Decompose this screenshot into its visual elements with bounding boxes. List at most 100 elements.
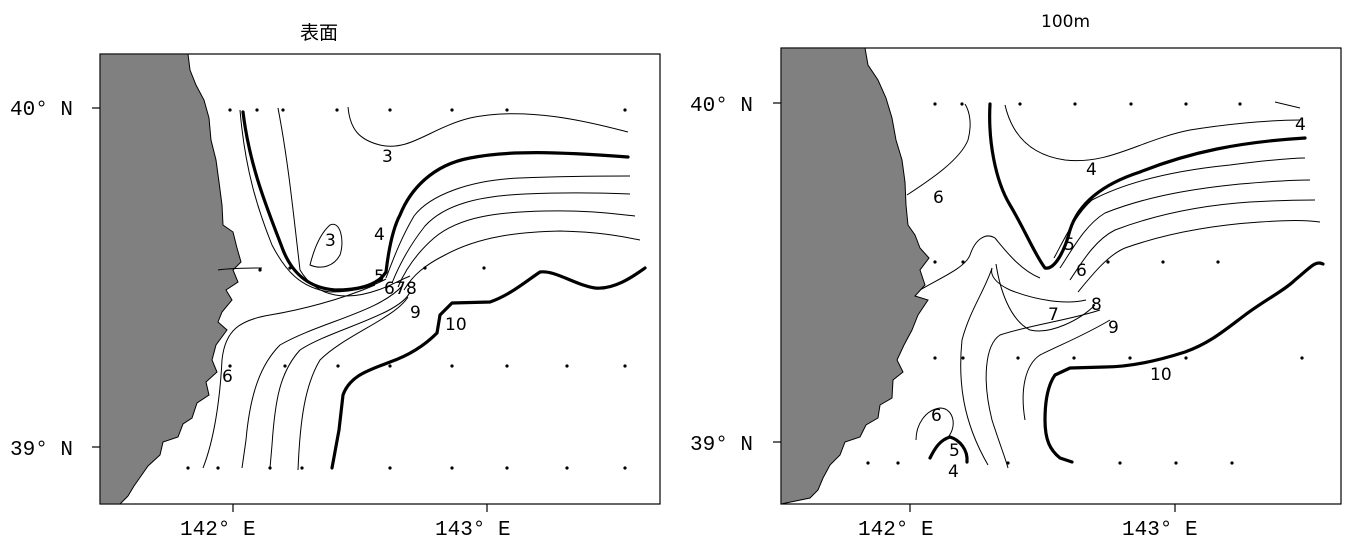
contour-label: 3 [382,147,393,167]
station-markers [866,102,1304,465]
contour-line [391,192,631,284]
contour-line [1022,319,1111,421]
station-dot [258,268,262,272]
contour-line-bold [1043,261,1325,464]
contour-line [991,267,1087,303]
station-dot [288,266,292,270]
station-dot [450,466,454,470]
panel-title-100m: 100m [1041,12,1091,32]
contour-label: 10 [445,315,467,335]
lat-label: 39° N [690,434,753,457]
contour-line [397,210,636,288]
contour-label: 7 [395,279,406,299]
contour-line [241,284,404,469]
station-dot [1129,102,1133,106]
map-panel-surface: 3 3 4 5 6 7 8 9 10 6 40° N 39° N 142° E … [10,53,661,542]
contour-line [1274,101,1301,109]
station-dot [1118,461,1122,465]
contour-label: 8 [406,279,417,299]
contour-label: 5 [949,441,960,461]
contour-label: 4 [374,225,385,245]
lon-label: 142° E [180,519,256,542]
station-dot [960,102,964,106]
contour-label: 4 [1086,160,1097,180]
station-dot [216,466,220,470]
contour-label: 5 [1064,235,1075,255]
map-panel-100m: 4 4 6 5 6 7 8 9 10 6 5 4 40° N 39° N 142… [690,47,1342,542]
contour-line [985,309,1101,469]
station-dot [565,364,569,368]
station-dot [1006,461,1010,465]
station-dot [268,466,272,470]
contour-label: 3 [325,231,336,251]
contour-label: 4 [948,462,959,482]
station-dot [933,356,937,360]
contour-label: 6 [933,188,944,208]
contour-line [995,263,1096,332]
contour-label: 9 [410,303,421,323]
lon-label: 143° E [435,519,511,542]
lon-label: 143° E [1122,519,1198,542]
contour-line-bold [928,435,969,464]
station-dot [1184,102,1188,106]
station-dot [1016,356,1020,360]
contour-label: 4 [1295,115,1306,135]
station-dot [1230,461,1234,465]
contour-line [915,407,954,441]
contour-line [202,284,376,469]
station-dot [866,461,870,465]
station-dot [186,466,190,470]
station-dot [1216,260,1220,264]
station-dot [1174,461,1178,465]
station-dot [450,364,454,368]
station-dot [283,364,287,368]
station-dot [565,466,569,470]
contour-line [1077,220,1321,293]
station-dot [1238,102,1242,106]
station-dot [623,108,627,112]
lon-label: 142° E [858,519,934,542]
contour-label: 7 [1048,305,1059,325]
contour-label: 6 [931,406,942,426]
panel-title-surface: 表面 [300,22,339,44]
station-dot [388,108,392,112]
contour-line-bold [988,102,1307,270]
station-dot [1300,356,1304,360]
lat-label: 39° N [10,439,73,462]
station-dot [423,266,427,270]
station-dot [505,364,509,368]
coastline-land [780,47,930,505]
contour-line [919,235,1041,291]
contour-label: 6 [1076,261,1087,281]
station-dot [482,266,486,270]
station-dot [933,260,937,264]
contour-line [309,223,343,268]
station-markers [186,108,627,470]
contour-line [906,103,971,196]
station-dot [505,108,509,112]
coastline-land [99,53,242,505]
contour-line [347,106,629,147]
contour-line [1004,104,1301,162]
station-dot [255,108,259,112]
contour-label: 8 [1091,295,1102,315]
station-dot [281,108,285,112]
contour-line [960,267,993,466]
station-dot [623,466,627,470]
contour-label: 10 [1150,365,1172,385]
station-dot [336,364,340,368]
station-dot [896,461,900,465]
station-dot [388,364,392,368]
contour-line [385,175,631,279]
station-dot [228,108,232,112]
station-dot [1184,356,1188,360]
station-dot [1128,356,1132,360]
station-dot [505,466,509,470]
lat-label: 40° N [10,99,73,122]
station-dot [1106,260,1110,264]
contour-line-bold [241,110,630,292]
contour-label: 6 [384,279,395,299]
contour-label: 9 [1108,318,1119,338]
contour-label: 6 [222,367,233,387]
